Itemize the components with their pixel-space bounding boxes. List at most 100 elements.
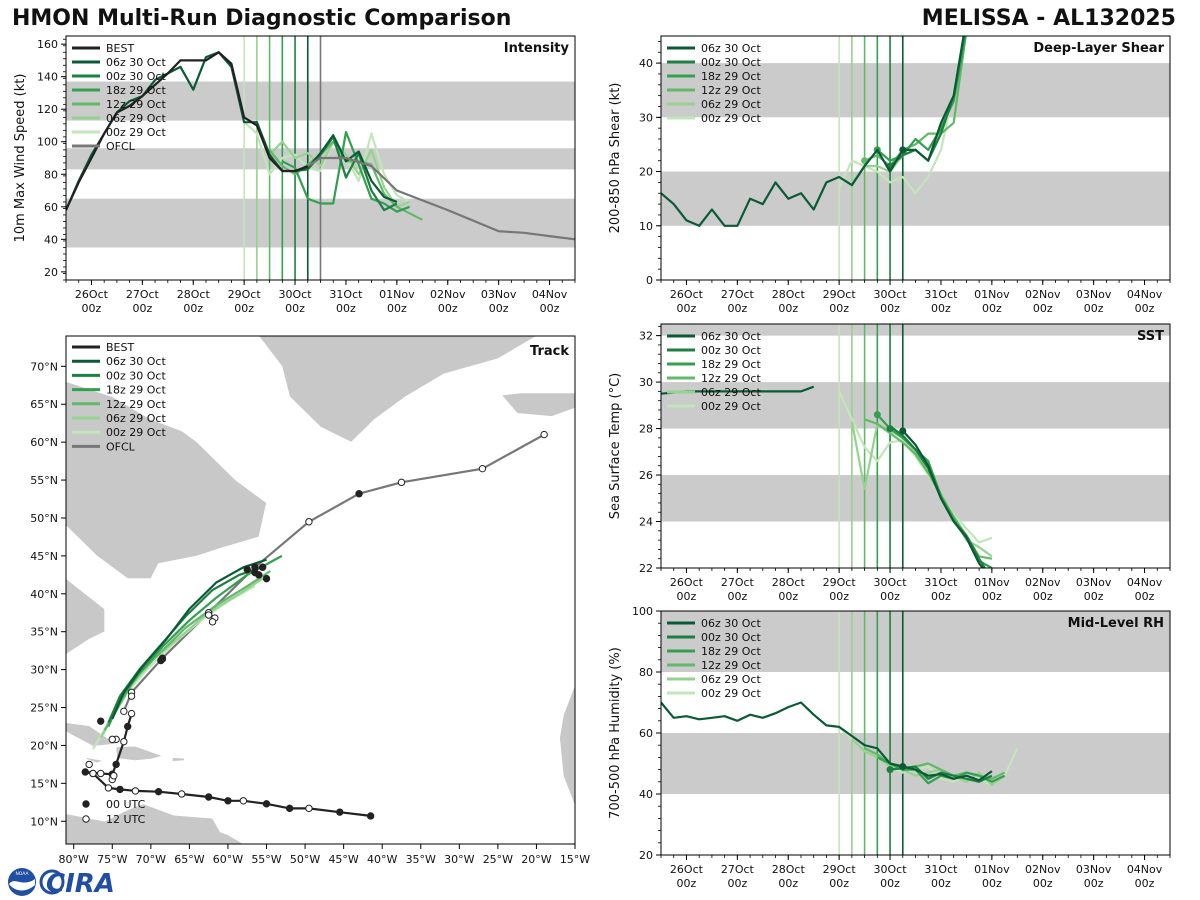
cira-globe-icon — [39, 869, 65, 895]
track-xtick-label-13: 15°W — [560, 853, 590, 866]
sst-xtick-hour-0: 00z — [677, 590, 697, 603]
track-extra-point-3 — [243, 565, 251, 574]
intensity-xtick-date-6: 01Nov — [379, 288, 415, 301]
shear-xtick-date-0: 26Oct — [670, 288, 704, 301]
rh-xtick-hour-0: 00z — [677, 877, 697, 890]
track-ytick-label-8: 50°N — [30, 512, 58, 525]
intensity-ytick-label-1: 40 — [44, 233, 58, 246]
track-xtick-label-2: 70°W — [136, 853, 166, 866]
track-legend-label-1: 06z 30 Oct — [106, 355, 166, 368]
shear-xtick-date-9: 04Nov — [1127, 288, 1163, 301]
intensity-xtick-date-1: 27Oct — [126, 288, 160, 301]
rh-xtick-date-2: 28Oct — [772, 863, 806, 876]
rh-series-0-marker-0 — [899, 763, 907, 771]
sst-ytick-label-0: 22 — [639, 562, 653, 575]
track-ytick-label-6: 40°N — [30, 588, 58, 601]
sst-series-2-marker-0 — [873, 411, 881, 419]
sst-xtick-date-0: 26Oct — [670, 576, 704, 589]
track-best-point-3 — [285, 804, 294, 813]
track-ofcl-point-9 — [540, 430, 548, 439]
track-marker-legend-symbol-1 — [82, 815, 90, 823]
track-ytick-label-7: 45°N — [30, 550, 58, 563]
sst-band-1 — [661, 382, 1170, 429]
intensity-title: Intensity — [504, 41, 570, 56]
rh-band-0 — [661, 733, 1170, 794]
land-8 — [172, 757, 186, 762]
shear-xtick-date-4: 30Oct — [874, 288, 908, 301]
rh-xtick-date-9: 04Nov — [1127, 863, 1163, 876]
intensity-ytick-label-5: 120 — [37, 103, 58, 116]
rh-series-1-marker-0 — [886, 766, 894, 774]
intensity-xtick-hour-6: 00z — [387, 302, 407, 315]
intensity-legend-label-7: OFCL — [106, 140, 136, 153]
sst-ytick-label-2: 26 — [639, 469, 653, 482]
intensity-ytick-label-6: 140 — [37, 71, 58, 84]
rh-xtick-hour-1: 00z — [727, 877, 747, 890]
track-ytick-label-9: 55°N — [30, 474, 58, 487]
land-0 — [66, 336, 267, 579]
shear-xtick-hour-6: 00z — [982, 302, 1002, 315]
sst-xtick-hour-7: 00z — [1033, 590, 1053, 603]
land-3 — [501, 392, 575, 417]
intensity-ylabel: 10m Max Wind Speed (kt) — [13, 74, 28, 243]
track-ytick-label-5: 35°N — [30, 626, 58, 639]
sst-xtick-hour-1: 00z — [727, 590, 747, 603]
rh-xtick-hour-7: 00z — [1033, 877, 1053, 890]
track-xtick-label-10: 30°W — [444, 853, 474, 866]
track-extra-point-17 — [97, 717, 105, 725]
sst-legend-label-3: 12z 29 Oct — [701, 372, 761, 385]
sst-xtick-date-5: 31Oct — [924, 576, 958, 589]
noaa-badge-text: NOAA — [15, 871, 29, 877]
track-series-0 — [111, 558, 267, 720]
land-4 — [559, 684, 575, 807]
shear-band-1 — [661, 63, 1170, 118]
track-extra-point-14 — [110, 772, 118, 780]
intensity-xtick-hour-3: 00z — [234, 302, 254, 315]
track-best-point-7 — [204, 793, 213, 801]
intensity-ytick-label-2: 60 — [44, 201, 58, 214]
track-marker-legend-label-1: 12 UTC — [106, 813, 146, 826]
land-2 — [258, 336, 537, 443]
cira-wordmark: CIRA — [46, 869, 115, 898]
track-ofcl-line — [122, 433, 545, 712]
sst-panel: 22242628303226Oct00z27Oct00z28Oct00z29Oc… — [608, 323, 1171, 603]
shear-xtick-hour-5: 00z — [931, 302, 951, 315]
intensity-xtick-date-7: 02Nov — [430, 288, 466, 301]
shear-series-0-marker-0 — [899, 146, 907, 154]
shear-xtick-hour-2: 00z — [778, 302, 798, 315]
intensity-ytick-label-0: 20 — [44, 266, 58, 279]
track-best-point-14 — [81, 768, 89, 776]
storm-title: MELISSA - AL132025 — [921, 6, 1176, 31]
track-ofcl-point-7 — [397, 478, 406, 487]
intensity-xtick-date-0: 26Oct — [75, 288, 109, 301]
track-marker-legend-label-0: 00 UTC — [106, 798, 146, 811]
sst-xtick-date-1: 27Oct — [721, 576, 755, 589]
sst-xtick-date-8: 03Nov — [1076, 576, 1112, 589]
track-series-5 — [92, 585, 256, 750]
rh-xtick-date-6: 01Nov — [974, 863, 1010, 876]
shear-xtick-date-1: 27Oct — [721, 288, 755, 301]
track-ofcl-point-0 — [120, 707, 128, 716]
track-extra-point-10 — [127, 692, 136, 700]
sst-xtick-date-3: 29Oct — [823, 576, 857, 589]
track-xtick-label-1: 75°W — [97, 853, 127, 866]
track-ytick-label-0: 10°N — [30, 815, 58, 828]
noaa-badge-icon — [8, 868, 36, 896]
land-9 — [66, 803, 244, 844]
shear-xtick-date-2: 28Oct — [772, 288, 806, 301]
sst-xtick-hour-3: 00z — [829, 590, 849, 603]
shear-xtick-date-5: 31Oct — [924, 288, 958, 301]
track-extra-point-0 — [204, 611, 213, 619]
track-best-point-18 — [120, 737, 128, 746]
intensity-legend-label-3: 18z 29 Oct — [106, 84, 166, 97]
sst-xtick-date-2: 28Oct — [772, 576, 806, 589]
rh-legend-label-5: 00z 29 Oct — [701, 687, 761, 700]
sst-xtick-hour-5: 00z — [931, 590, 951, 603]
shear-xtick-date-8: 03Nov — [1076, 288, 1112, 301]
sst-legend-label-4: 06z 29 Oct — [701, 386, 761, 399]
track-series-3 — [103, 570, 272, 731]
track-extra-point-9 — [158, 655, 167, 663]
sst-legend-label-0: 06z 30 Oct — [701, 330, 761, 343]
rh-plot-area — [661, 611, 1170, 855]
track-title: Track — [530, 344, 569, 359]
